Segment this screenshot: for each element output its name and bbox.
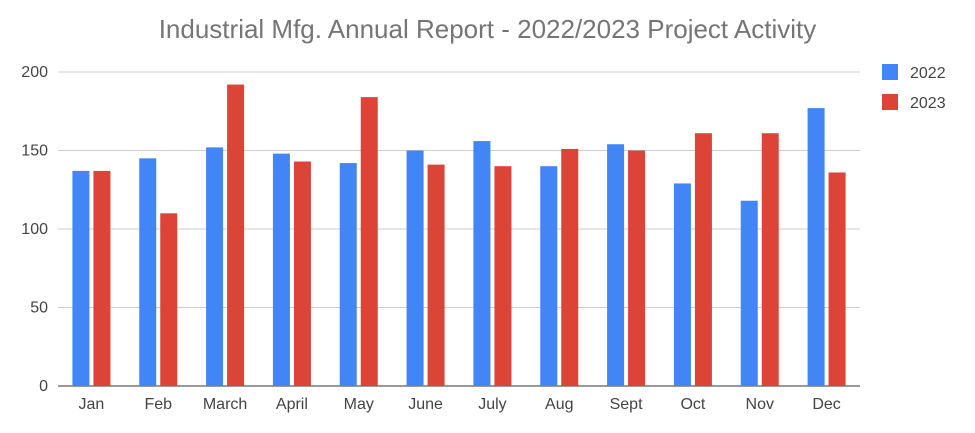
bar-2022-feb[interactable] <box>139 158 157 386</box>
x-tick-label: July <box>478 396 506 413</box>
legend-swatch <box>882 64 898 80</box>
y-tick-label: 150 <box>21 143 48 160</box>
x-tick-label: Jan <box>79 396 105 413</box>
bar-2022-july[interactable] <box>473 141 491 386</box>
bar-2022-dec[interactable] <box>807 108 825 387</box>
x-tick-label: May <box>344 396 374 413</box>
x-tick-label: Dec <box>812 396 840 413</box>
legend-item-2022[interactable]: 2022 <box>882 64 946 82</box>
bar-2023-feb[interactable] <box>160 213 178 386</box>
bar-2023-aug[interactable] <box>561 148 579 386</box>
y-tick-label: 200 <box>21 64 48 81</box>
y-axis-ticks: 0 50 100 150 200 <box>21 64 48 395</box>
x-tick-label: June <box>408 396 443 413</box>
bar-2022-march[interactable] <box>206 147 224 386</box>
bar-2022-june[interactable] <box>406 150 424 387</box>
bar-2023-june[interactable] <box>427 164 445 386</box>
chart-title: Industrial Mfg. Annual Report - 2022/202… <box>158 14 817 44</box>
bar-2023-oct[interactable] <box>694 133 712 386</box>
bar-2022-april[interactable] <box>272 153 290 386</box>
y-tick-label: 50 <box>30 300 48 317</box>
x-tick-label: Sept <box>610 396 643 413</box>
legend-swatch <box>882 94 898 110</box>
x-tick-label: Feb <box>144 396 172 413</box>
bar-2023-jan[interactable] <box>93 170 111 386</box>
bar-2023-april[interactable] <box>293 161 311 386</box>
y-tick-label: 0 <box>39 378 48 395</box>
legend[interactable]: 2022 2023 <box>882 64 946 112</box>
bar-2022-jan[interactable] <box>72 170 90 386</box>
legend-item-2023[interactable]: 2023 <box>882 94 946 112</box>
legend-label: 2023 <box>910 95 946 112</box>
bar-2023-nov[interactable] <box>761 133 779 386</box>
bar-2022-oct[interactable] <box>673 183 691 386</box>
x-tick-label: March <box>203 396 247 413</box>
bar-2022-sept[interactable] <box>607 144 625 386</box>
legend-label: 2022 <box>910 65 946 82</box>
bars <box>72 84 846 387</box>
x-tick-label: April <box>276 396 308 413</box>
gridlines <box>58 71 860 387</box>
bar-2023-sept[interactable] <box>628 150 646 387</box>
y-tick-label: 100 <box>21 221 48 238</box>
bar-2023-july[interactable] <box>494 166 512 386</box>
bar-2023-may[interactable] <box>360 97 378 387</box>
x-axis-ticks: Jan Feb March April May June July Aug Sept Oct Nov… <box>79 396 841 413</box>
bar-2022-nov[interactable] <box>740 200 758 386</box>
bar-2022-may[interactable] <box>339 163 357 386</box>
x-tick-label: Aug <box>545 396 573 413</box>
x-tick-label: Nov <box>746 396 774 413</box>
bar-2023-dec[interactable] <box>828 172 846 386</box>
bar-2022-aug[interactable] <box>540 166 558 386</box>
bar-2023-march[interactable] <box>227 84 245 386</box>
x-tick-label: Oct <box>680 396 705 413</box>
